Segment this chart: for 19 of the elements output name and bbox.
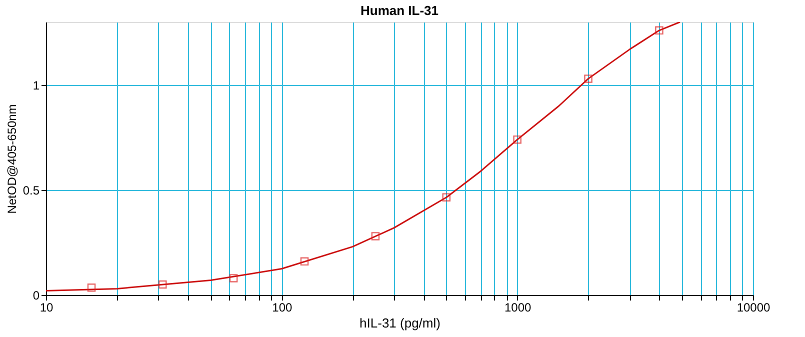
point (158, 280, 167, 289)
y-axis-title: NetOD@405-650nm (4, 104, 19, 214)
x-tick-label: 100 (272, 300, 292, 314)
point (513, 135, 522, 144)
point (655, 26, 664, 35)
point (229, 274, 238, 282)
point (584, 74, 592, 83)
chart-title: Human IL-31 (360, 3, 439, 18)
point (300, 257, 309, 266)
y-tick-label: 1 (32, 78, 40, 92)
y-tick-label: 0 (32, 288, 40, 302)
x-tick-label: 10 (40, 300, 54, 314)
x-tick-label: 1000 (504, 300, 532, 314)
y-tick-label: 0.5 (22, 184, 40, 198)
point (87, 284, 96, 292)
point (442, 193, 451, 202)
x-tick-label: 10000 (736, 300, 771, 314)
x-axis-title: hIL-31 (pg/ml) (360, 316, 440, 330)
point (371, 232, 380, 240)
